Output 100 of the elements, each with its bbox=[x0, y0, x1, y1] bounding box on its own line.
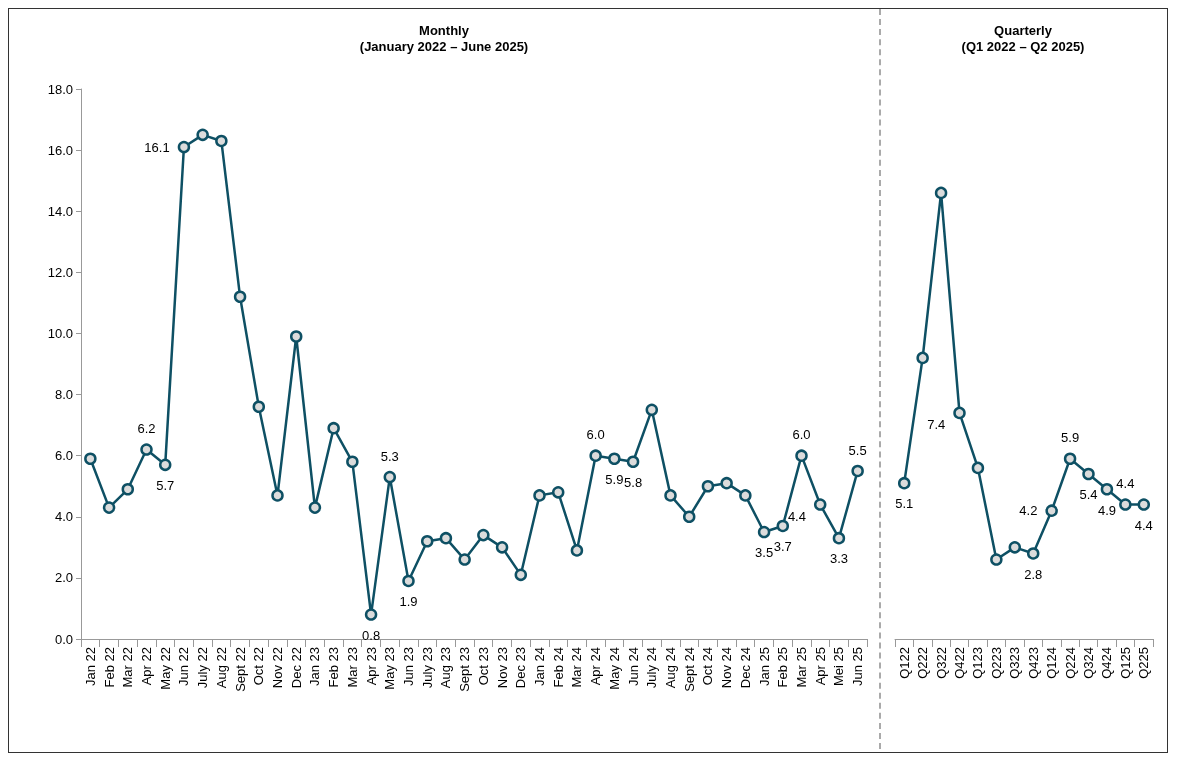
x-tick-label: Jan 23 bbox=[307, 647, 323, 687]
x-tick-label: Apr 23 bbox=[363, 647, 379, 686]
data-label: 5.5 bbox=[848, 442, 867, 458]
point bbox=[215, 134, 228, 148]
point bbox=[897, 476, 911, 490]
point bbox=[1026, 547, 1040, 560]
x-tick-label: Nov 23 bbox=[494, 647, 510, 689]
x-tick-label: Q423 bbox=[1025, 647, 1041, 679]
x-tick-label: Feb 23 bbox=[326, 647, 342, 688]
point bbox=[233, 290, 247, 304]
point bbox=[495, 541, 509, 554]
point bbox=[776, 519, 790, 533]
x-tick-label: Jun 25 bbox=[850, 647, 866, 687]
point bbox=[1045, 504, 1058, 517]
point bbox=[626, 455, 640, 469]
x-tick-label: Q324 bbox=[1081, 647, 1096, 679]
data-label: 4.4 bbox=[1116, 476, 1135, 492]
y-tick-label: 2.0 bbox=[54, 570, 73, 586]
x-tick-label: Q122 bbox=[896, 647, 912, 679]
x-tick-label: Sept 24 bbox=[681, 647, 697, 692]
point bbox=[121, 483, 135, 496]
point bbox=[177, 140, 191, 154]
x-tick-label: Apr 25 bbox=[812, 647, 828, 686]
data-label: 0.8 bbox=[362, 627, 381, 643]
x-tick-label: Nov 24 bbox=[719, 647, 735, 689]
data-label: 7.4 bbox=[927, 417, 946, 433]
point bbox=[533, 489, 546, 502]
y-tick-label: 14.0 bbox=[47, 203, 73, 219]
point bbox=[551, 486, 565, 499]
x-tick-label: July 24 bbox=[644, 647, 660, 689]
point bbox=[383, 470, 397, 484]
point bbox=[1082, 467, 1095, 481]
x-tick-label: Mar 22 bbox=[120, 647, 136, 688]
point bbox=[701, 479, 715, 493]
point bbox=[271, 489, 284, 502]
x-tick-label: May 23 bbox=[382, 647, 398, 690]
data-label: 4.2 bbox=[1019, 503, 1038, 519]
data-label: 16.1 bbox=[144, 139, 170, 155]
point bbox=[439, 531, 453, 545]
point bbox=[645, 403, 659, 417]
data-label: 4.4 bbox=[1134, 517, 1153, 533]
y-tick-label: 10.0 bbox=[47, 325, 73, 341]
x-tick-label: Q322 bbox=[933, 647, 949, 679]
x-tick-label: Q422 bbox=[952, 647, 967, 679]
data-label: 5.8 bbox=[624, 475, 643, 491]
x-tick-label: Aug 22 bbox=[213, 647, 229, 689]
x-tick-label: Sept 22 bbox=[232, 647, 248, 692]
point bbox=[1063, 452, 1077, 465]
point bbox=[934, 186, 948, 200]
x-tick-label: Feb 22 bbox=[101, 647, 117, 688]
y-tick-label: 8.0 bbox=[54, 387, 73, 403]
point bbox=[346, 455, 359, 469]
x-tick-label: Aug 23 bbox=[438, 647, 454, 689]
point bbox=[664, 489, 677, 502]
x-tick-label: Mar 25 bbox=[794, 647, 809, 688]
x-tick-label: Feb 25 bbox=[775, 647, 791, 688]
point bbox=[1100, 483, 1114, 496]
data-label: 4.9 bbox=[1097, 502, 1116, 518]
data-label: 5.9 bbox=[1061, 430, 1080, 446]
y-tick-label: 4.0 bbox=[54, 509, 73, 525]
point bbox=[1119, 498, 1132, 511]
x-tick-label: Q222 bbox=[915, 647, 931, 679]
x-tick-label: July 23 bbox=[419, 647, 435, 689]
data-label: 5.7 bbox=[156, 478, 175, 494]
point bbox=[1008, 541, 1022, 554]
point bbox=[158, 458, 172, 472]
data-label: 6.2 bbox=[137, 421, 156, 437]
x-tick-label: Nov 22 bbox=[270, 647, 285, 689]
point bbox=[364, 608, 378, 621]
x-tick-label: Feb 24 bbox=[550, 647, 566, 688]
x-tick-label: Jan 24 bbox=[532, 647, 547, 687]
chart-title: Monthly (January 2022 – June 2025) bbox=[359, 22, 529, 54]
x-tick-label: Q223 bbox=[988, 647, 1004, 679]
x-tick-label: Mei 25 bbox=[831, 647, 847, 687]
data-label: 3.3 bbox=[829, 551, 848, 567]
point bbox=[720, 476, 733, 490]
point bbox=[327, 421, 340, 435]
x-tick-label: Q125 bbox=[1117, 647, 1133, 679]
point bbox=[402, 574, 415, 588]
x-tick-label: Q224 bbox=[1062, 647, 1078, 679]
point bbox=[570, 544, 584, 557]
x-tick-label: Apr 24 bbox=[588, 647, 604, 686]
x-tick-label: Dec 22 bbox=[288, 647, 304, 689]
point bbox=[990, 553, 1003, 566]
data-label: 6.0 bbox=[792, 427, 811, 443]
point bbox=[252, 400, 266, 414]
x-tick-label: May 22 bbox=[157, 647, 173, 690]
x-tick-label: Jun 22 bbox=[176, 647, 192, 687]
point bbox=[458, 553, 471, 566]
data-label: 3.7 bbox=[773, 539, 792, 555]
y-tick-label: 12.0 bbox=[47, 264, 73, 280]
point bbox=[832, 531, 846, 545]
x-tick-label: Mar 24 bbox=[569, 647, 585, 688]
x-tick-label: Jan 25 bbox=[756, 647, 772, 687]
x-tick-label: Dec 24 bbox=[737, 647, 753, 689]
point bbox=[420, 534, 434, 548]
point bbox=[1137, 498, 1151, 511]
x-tick-label: Q123 bbox=[970, 647, 986, 679]
data-label: 1.9 bbox=[399, 594, 418, 610]
point bbox=[589, 449, 602, 462]
